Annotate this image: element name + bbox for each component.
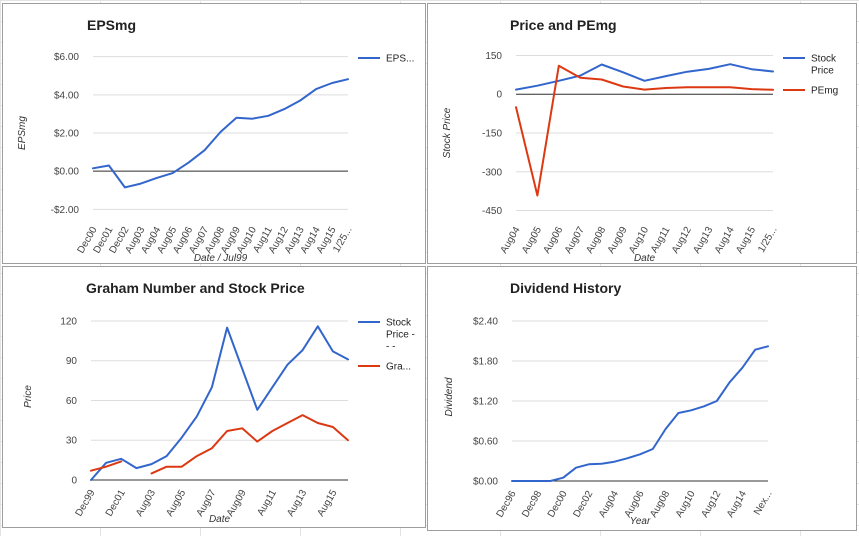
y-tick-label: $1.80 bbox=[473, 357, 498, 368]
y-tick-label: 30 bbox=[66, 436, 78, 447]
series-line bbox=[150, 414, 349, 475]
x-tick-label: Aug05 bbox=[520, 225, 544, 256]
chart-dividend: Dividend History $0.00 $0.60 $1.20 $1.80 $2.4… bbox=[444, 280, 775, 527]
chart-panel-dividend-history: Dividend History $0.00 $0.60 $1.20 $1.80 $2.4… bbox=[427, 266, 857, 531]
x-tick-label: Aug08 bbox=[584, 225, 608, 256]
y-tick-label: $0.00 bbox=[54, 167, 79, 178]
y-tick-label: 150 bbox=[485, 51, 502, 62]
x-tick-label: Aug03 bbox=[134, 488, 158, 519]
legend-label: EPS... bbox=[386, 54, 414, 65]
x-tick-label: 1/25... bbox=[756, 225, 779, 255]
x-tick-label: Aug12 bbox=[670, 225, 694, 256]
y-axis-title: Stock Price bbox=[442, 107, 453, 158]
chart-pricepe: Price and PEmg 150 0 -150 -300 -450 Aug04Aug05… bbox=[442, 17, 838, 264]
series-line bbox=[515, 64, 774, 197]
x-axis-title: Date / Jul99 bbox=[194, 253, 248, 264]
x-axis-title: Date bbox=[209, 514, 231, 525]
chart-graham: Graham Number and Stock Price 0 30 60 90 120 D… bbox=[23, 280, 415, 525]
x-tick-label: Dec00 bbox=[546, 489, 570, 520]
y-tick-label: 90 bbox=[66, 356, 78, 367]
x-tick-label: Dec02 bbox=[571, 489, 595, 520]
legend-label: Stock Price -- - bbox=[386, 318, 415, 353]
y-tick-label: $1.20 bbox=[473, 397, 498, 408]
y-tick-label: -$2.00 bbox=[51, 205, 80, 216]
y-tick-label: $0.00 bbox=[473, 477, 498, 488]
x-tick-label: Aug08 bbox=[648, 489, 672, 520]
y-axis-title: Price bbox=[23, 385, 34, 408]
x-tick-label: Aug13 bbox=[285, 488, 309, 519]
x-tick-label: Aug06 bbox=[623, 489, 647, 520]
y-tick-label: 120 bbox=[60, 316, 77, 327]
chart-panel-epsmg: EPSmg -$2.00 $0.00 $2.00 $4.00 $6.00 Dec00 Dec0… bbox=[2, 3, 426, 264]
series-line bbox=[511, 345, 769, 482]
x-tick-label: Aug11 bbox=[255, 488, 279, 518]
chart-panel-graham-number: Graham Number and Stock Price 0 30 60 90 120 D… bbox=[2, 266, 426, 528]
legend-label: PEmg bbox=[811, 86, 838, 97]
x-tick-label: Aug04 bbox=[499, 225, 523, 256]
x-tick-label: Dec99 bbox=[74, 488, 98, 519]
x-tick-label: Aug09 bbox=[606, 225, 630, 256]
x-tick-label: Aug10 bbox=[674, 489, 698, 520]
y-tick-label: 0 bbox=[71, 476, 77, 487]
series-line bbox=[90, 325, 349, 481]
x-tick-label: Aug13 bbox=[691, 225, 715, 256]
x-tick-label: Aug04 bbox=[597, 489, 621, 520]
x-tick-label: Aug10 bbox=[627, 225, 651, 256]
x-tick-label: Aug14 bbox=[725, 489, 749, 520]
chart-eps: EPSmg-$2.00$0.00$2.00$4.00$6.00Dec00Dec0… bbox=[17, 17, 414, 264]
y-tick-label: -150 bbox=[482, 129, 502, 140]
y-tick-label: $2.40 bbox=[473, 317, 498, 328]
legend-label: Stock Price bbox=[811, 54, 837, 77]
x-tick-label: Aug06 bbox=[541, 225, 565, 256]
x-tick-label: Aug12 bbox=[699, 489, 723, 520]
x-tick-label: Aug14 bbox=[713, 225, 737, 256]
chart-title: Dividend History bbox=[510, 280, 621, 296]
x-tick-label: Aug05 bbox=[164, 488, 188, 519]
y-axis-title: EPSmg bbox=[17, 116, 28, 150]
y-tick-label: -450 bbox=[482, 206, 502, 217]
x-axis-title: Year bbox=[630, 516, 651, 527]
chart-panel-price-and-pemg: Price and PEmg 150 0 -150 -300 -450 Aug04 Aug05… bbox=[427, 3, 857, 264]
legend-label: Gra... bbox=[386, 362, 411, 373]
y-tick-label: -300 bbox=[482, 167, 502, 178]
x-axis-title: Date bbox=[634, 253, 656, 264]
chart-title: Price and PEmg bbox=[510, 17, 617, 33]
x-tick-label: Dec01 bbox=[104, 488, 128, 519]
series-line bbox=[515, 63, 774, 91]
series-line bbox=[90, 460, 123, 472]
x-tick-label: Aug15 bbox=[734, 225, 758, 256]
y-tick-label: $4.00 bbox=[54, 90, 79, 101]
chart-title: Graham Number and Stock Price bbox=[86, 280, 305, 296]
chart-title: EPSmg bbox=[87, 17, 136, 33]
x-tick-label: Aug15 bbox=[315, 488, 339, 519]
y-tick-label: $6.00 bbox=[54, 52, 79, 63]
y-tick-label: 60 bbox=[66, 396, 78, 407]
y-axis-title: Dividend bbox=[444, 377, 455, 416]
x-tick-label: Dec98 bbox=[520, 489, 544, 520]
y-tick-label: 0 bbox=[496, 90, 502, 101]
x-tick-label: Dec96 bbox=[495, 489, 519, 520]
series-line bbox=[92, 78, 349, 189]
x-tick-label: Aug07 bbox=[563, 225, 587, 256]
y-tick-label: $0.60 bbox=[473, 437, 498, 448]
y-tick-label: $2.00 bbox=[54, 129, 79, 140]
x-tick-label: Nex... bbox=[752, 489, 775, 517]
